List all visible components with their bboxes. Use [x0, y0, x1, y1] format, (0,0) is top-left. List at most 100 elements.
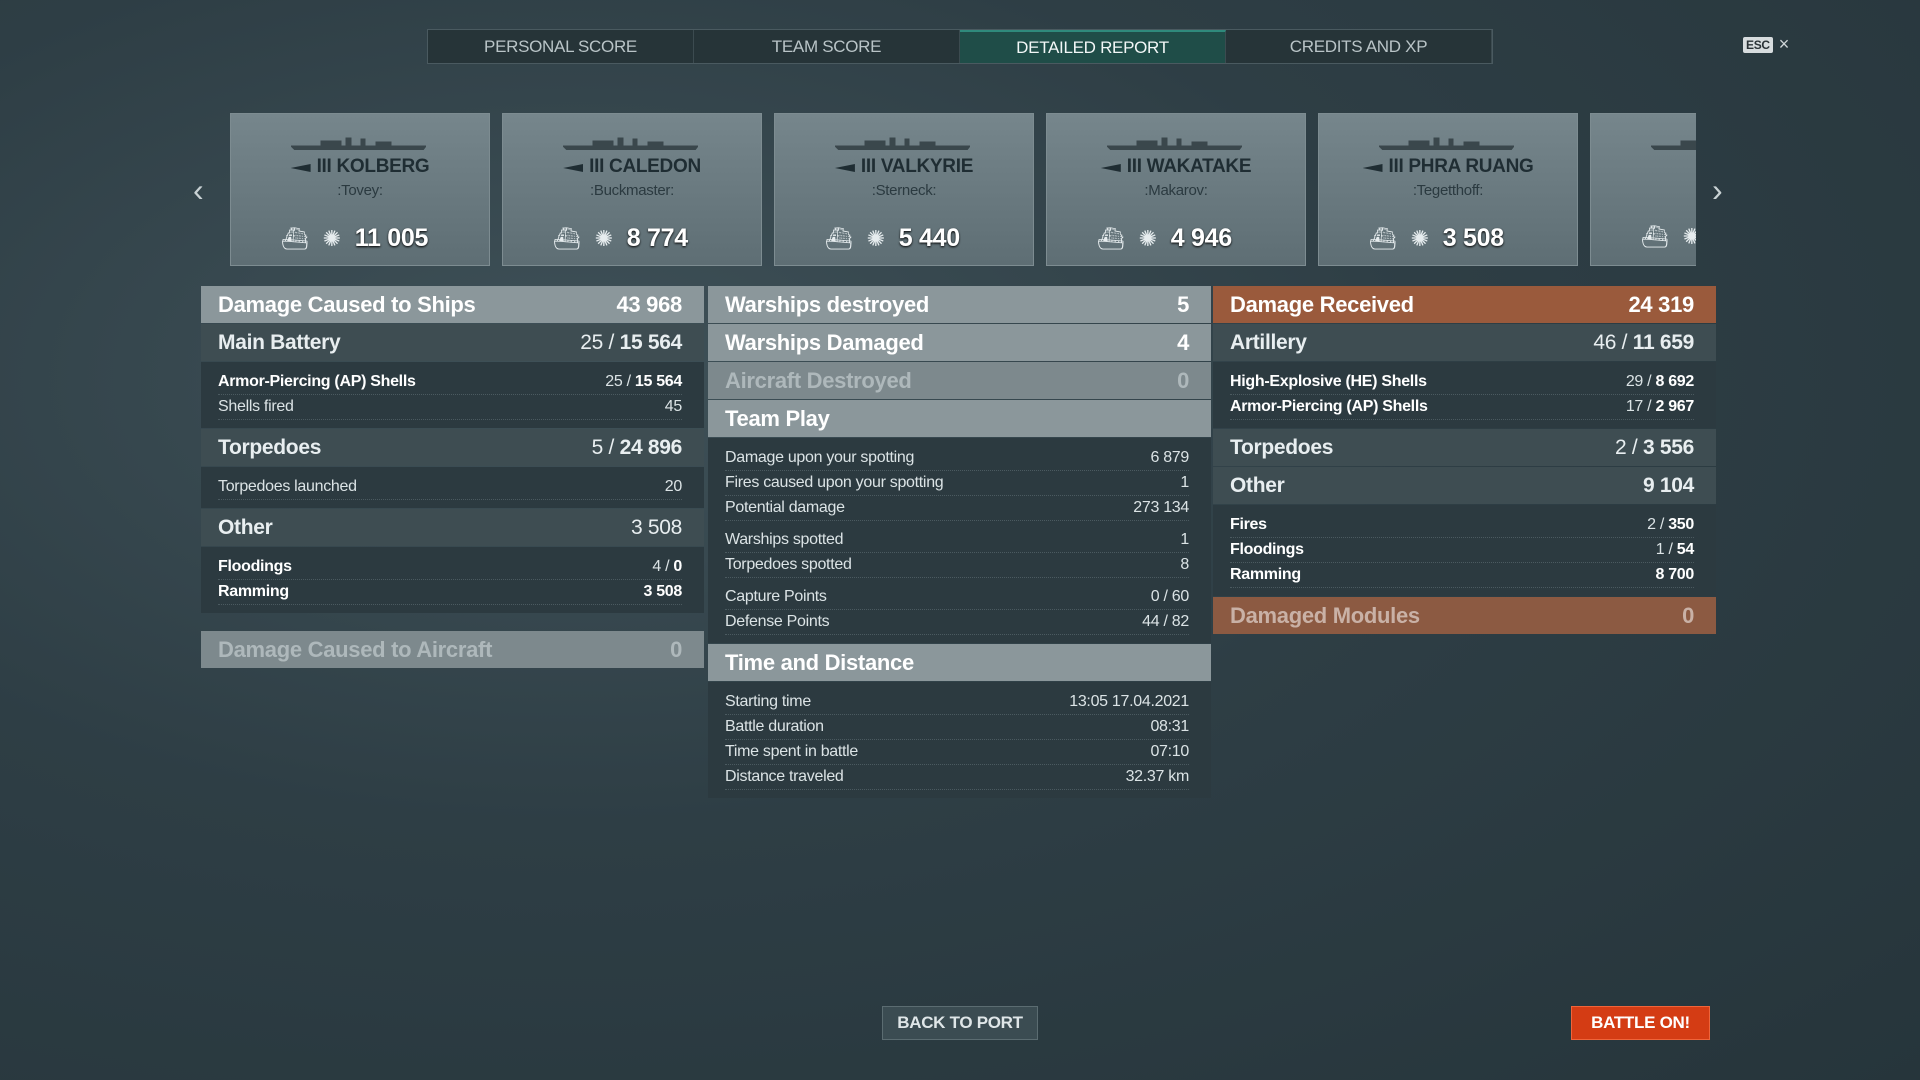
subsection-torpedoes: Torpedoes 2 / 3 556 — [1213, 429, 1716, 466]
section-title: Damaged Modules — [1230, 602, 1420, 628]
ship-card[interactable]: I:N⛴✺ — [1590, 113, 1696, 266]
battle-on-button[interactable]: BATTLE ON! — [1571, 1006, 1710, 1040]
section-header-time-and-distance: Time and Distance — [708, 644, 1211, 681]
stat-row: Distance traveled 32.37 km — [725, 765, 1189, 790]
ship-sunk-icon: ⛴ — [1369, 225, 1397, 251]
value: 3 508 — [630, 515, 682, 539]
value: 5 — [1177, 291, 1189, 317]
ship-class-destroyer-icon — [1362, 164, 1383, 172]
ship-silhouette-icon — [1651, 140, 1696, 150]
separator: / — [660, 558, 674, 575]
value-total: 15 564 — [634, 373, 682, 390]
damage-explosion-icon: ✺ — [866, 225, 885, 251]
tab-team-score[interactable]: TEAM SCORE — [694, 30, 960, 63]
value-total: 24 896 — [619, 435, 683, 459]
separator: / — [1655, 516, 1669, 533]
back-to-port-button[interactable]: BACK TO PORT — [882, 1006, 1038, 1040]
value-total: 9 104 — [1642, 473, 1694, 497]
player-name: :Makarov: — [1144, 182, 1208, 199]
section-title: Aircraft Destroyed — [725, 367, 912, 393]
tab-personal-score[interactable]: PERSONAL SCORE — [428, 30, 694, 63]
ship-silhouette-icon — [1107, 137, 1242, 150]
stat-label: Fires — [1230, 516, 1267, 533]
separator: / — [602, 330, 620, 354]
stat-row: Time spent in battle 07:10 — [725, 740, 1189, 765]
ship-stats: ⛴ ✺ — [1641, 224, 1696, 250]
ship-card[interactable]: III KOLBERG:Tovey: ⛴ ✺ 11 005 — [230, 113, 490, 266]
carousel-prev-arrow[interactable]: ‹ — [193, 172, 204, 208]
section-title: Warships destroyed — [725, 291, 930, 317]
ship-damage-value: 11 005 — [354, 224, 429, 252]
stat-label: Defense Points — [725, 613, 830, 630]
stat-label: Capture Points — [725, 588, 827, 605]
ship-name: III CALEDON — [503, 156, 761, 178]
subsection-title: Main Battery — [218, 330, 341, 354]
separator: / — [1643, 373, 1656, 390]
value-total: 3 508 — [643, 583, 682, 600]
close-icon[interactable]: × — [1778, 34, 1790, 54]
value-total: 8 700 — [1655, 566, 1694, 583]
stat-label: Potential damage — [725, 499, 845, 516]
value-total: 15 564 — [619, 330, 683, 354]
value-count: 29 — [1625, 373, 1644, 390]
damage-received-column: Damage Received 24 319 Artillery 46 / 11 65… — [1213, 286, 1716, 635]
value-total: 3 556 — [1642, 435, 1694, 459]
stat-label: Floodings — [218, 558, 292, 575]
ship-sunk-icon: ⛴ — [825, 225, 853, 251]
section-header-warships-destroyed: Warships destroyed 5 — [708, 286, 1211, 323]
value: 3 508 — [643, 583, 682, 601]
separator: / — [1626, 435, 1643, 459]
section-title: Damage Received — [1230, 291, 1414, 317]
value-total: 11 659 — [1632, 330, 1695, 354]
ship-class-cruiser-icon — [290, 164, 311, 172]
details-list: Floodings 4 / 0 Ramming 3 508 — [201, 547, 704, 613]
ship-card[interactable]: III VALKYRIE:Sterneck: ⛴ ✺ 5 440 — [774, 113, 1034, 266]
esc-close-button[interactable]: ESC × — [1743, 34, 1789, 55]
details-list: Starting time 13:05 17.04.2021 Battle dura… — [708, 682, 1211, 798]
ship-carousel: III KOLBERG:Tovey: ⛴ ✺ 11 005 III CALEDON:Bu… — [230, 113, 1696, 266]
stat-label: Fires caused upon your spotting — [725, 474, 944, 491]
ship-damage-value: 5 440 — [898, 224, 960, 252]
value: 24 319 — [1628, 291, 1695, 317]
carousel-next-arrow[interactable]: › — [1712, 172, 1723, 208]
value-total: 8 692 — [1655, 373, 1694, 390]
ship-stats: ⛴ ✺ 3 508 — [1369, 224, 1504, 253]
value: 6 879 — [1150, 449, 1189, 466]
details-list: Fires 2 / 350 Floodings 1 / 54 Ramming 8 700 — [1213, 505, 1716, 596]
stat-row: Ramming 8 700 — [1230, 563, 1694, 588]
value: 273 134 — [1133, 499, 1189, 516]
ship-card[interactable]: III CALEDON:Buckmaster: ⛴ ✺ 8 774 — [502, 113, 762, 266]
stat-row: Floodings 4 / 0 — [218, 555, 682, 580]
value: 1 — [1180, 531, 1189, 548]
tab-detailed-report[interactable]: DETAILED REPORT — [960, 30, 1226, 63]
ship-tier-name: III CALEDON — [589, 156, 701, 177]
tab-credits-and-xp[interactable]: CREDITS AND XP — [1226, 30, 1492, 63]
stat-label: Shells fired — [218, 398, 294, 415]
player-name: :Tovey: — [337, 182, 383, 199]
ship-card[interactable]: III PHRA RUANG:Tegetthoff: ⛴ ✺ 3 508 — [1318, 113, 1578, 266]
subsection-title: Torpedoes — [1230, 435, 1334, 459]
separator: / — [602, 435, 620, 459]
ship-stats: ⛴ ✺ 4 946 — [1097, 224, 1232, 253]
value: 4 / 0 — [652, 558, 682, 576]
value-count: 25 — [580, 330, 603, 354]
stat-label: Armor-Piercing (AP) Shells — [1230, 398, 1428, 415]
value: 29 / 8 692 — [1626, 373, 1694, 391]
subsection-other: Other 3 508 — [201, 509, 704, 546]
subsection-artillery: Artillery 46 / 11 659 — [1213, 324, 1716, 361]
value: 32.37 km — [1125, 768, 1190, 785]
ship-silhouette-icon — [291, 137, 426, 150]
value: 2 / 350 — [1647, 516, 1694, 534]
subsection-title: Other — [1230, 473, 1285, 497]
ship-damage-value: 3 508 — [1442, 224, 1504, 252]
ship-card[interactable]: III WAKATAKE:Makarov: ⛴ ✺ 4 946 — [1046, 113, 1306, 266]
section-title: Team Play — [725, 405, 830, 431]
subsection-other: Other 9 104 — [1213, 467, 1716, 504]
ship-silhouette-icon — [835, 137, 970, 150]
stat-row: Capture Points 0 / 60 — [725, 585, 1189, 610]
stat-row: Floodings 1 / 54 — [1230, 538, 1694, 563]
ship-tier-name: III VALKYRIE — [860, 156, 974, 177]
ship-class-destroyer-icon — [834, 164, 855, 172]
esc-key-icon: ESC — [1743, 36, 1773, 53]
stat-row: Ramming 3 508 — [218, 580, 682, 605]
